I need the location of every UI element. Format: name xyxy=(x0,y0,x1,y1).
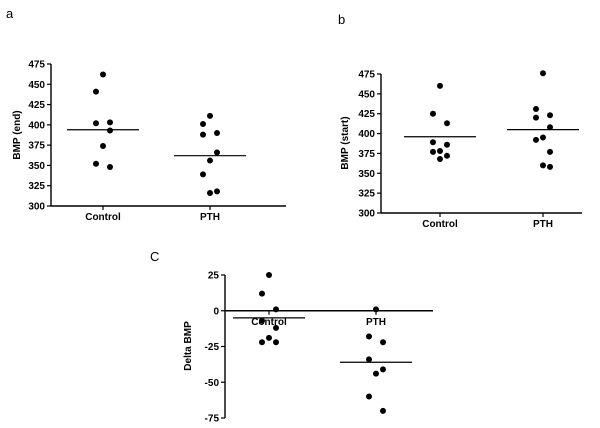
panel-a-data-point xyxy=(93,160,99,167)
panel-c-y-tick-label: -50 xyxy=(205,378,220,389)
panel-b-data-point xyxy=(533,114,539,121)
panel-a-data-point xyxy=(200,121,206,128)
panel-c-data-point xyxy=(380,339,386,346)
panel-b-data-point xyxy=(437,82,443,89)
panel-b-y-tick-label: 475 xyxy=(358,70,375,81)
panel-c-data-point xyxy=(266,272,272,278)
panel-c-data-point xyxy=(259,290,265,297)
panel-c-data-point xyxy=(366,393,372,400)
panel-a-data-point xyxy=(93,120,99,127)
panel-b-y-tick-label: 450 xyxy=(358,89,375,100)
panel-b-data-point xyxy=(540,162,546,169)
panel-a-data-point xyxy=(200,171,206,178)
panel-b: b BMP (start) 300 325 350 375 400 425 450 475 Co… xyxy=(338,12,582,230)
panel-b-data-point xyxy=(444,120,450,127)
panel-b-y-tick-label: 325 xyxy=(358,189,375,200)
panel-c: C Delta BMP -75 -50 -25 0 25 Control PTH xyxy=(150,249,433,425)
panel-b-data-point xyxy=(547,148,553,155)
panel-c-data-point xyxy=(259,339,265,346)
panel-c-data-point xyxy=(373,306,379,313)
panel-b-data-point xyxy=(547,112,553,119)
panel-a-data-point xyxy=(107,127,113,134)
panel-a-y-tick-label: 475 xyxy=(28,60,45,71)
panel-c-data-point xyxy=(380,407,386,414)
panel-c-letter: C xyxy=(150,249,159,264)
panel-c-data-point xyxy=(273,339,279,346)
panel-c-data-point xyxy=(259,317,265,324)
panel-a-data-point xyxy=(107,164,113,171)
panel-a-data-point xyxy=(100,71,106,78)
panel-a-category-label: Control xyxy=(85,212,121,223)
panel-a-data-point xyxy=(93,88,99,95)
panel-a-data-point xyxy=(200,131,206,138)
panel-a-data-point xyxy=(214,129,220,136)
panel-c-data-point xyxy=(366,356,372,363)
panel-c-data-point xyxy=(380,366,386,373)
panel-a-letter: a xyxy=(6,6,14,21)
panel-b-data-point xyxy=(533,136,539,143)
panel-a-y-tick-label: 375 xyxy=(28,141,45,152)
panel-b-y-axis-label: BMP (start) xyxy=(340,116,351,169)
panel-b-y-tick-label: 300 xyxy=(358,209,375,220)
panel-c-category-label: PTH xyxy=(366,317,386,328)
panel-b-data-point xyxy=(540,70,546,77)
panel-a-y-tick-label: 425 xyxy=(28,100,45,111)
panel-c-y-tick-label: 0 xyxy=(213,306,219,317)
panel-c-data-point xyxy=(273,306,279,313)
panel-a-data-point xyxy=(214,188,220,195)
panel-b-data-point xyxy=(444,141,450,148)
panel-a-y-axis-label: BMP (end) xyxy=(12,110,23,159)
panel-b-letter: b xyxy=(338,12,345,27)
panel-c-data-point xyxy=(273,324,279,331)
panel-b-axes: 300 325 350 375 400 425 450 475 Control PTH xyxy=(358,70,582,230)
panel-b-data-point xyxy=(437,148,443,155)
panel-a-y-tick-label: 325 xyxy=(28,181,45,192)
panel-b-data-point xyxy=(547,163,553,170)
panel-c-axes: -75 -50 -25 0 25 Control PTH xyxy=(205,271,433,425)
panel-c-y-axis-label: Delta BMP xyxy=(183,321,194,371)
panel-a-data-point xyxy=(207,157,213,164)
panel-b-data-point xyxy=(547,124,553,131)
panel-c-y-tick-label: -75 xyxy=(205,414,220,425)
panel-a-data-point xyxy=(207,112,213,119)
panel-a-y-tick-label: 450 xyxy=(28,80,45,91)
panel-c-y-tick-label: 25 xyxy=(208,271,220,282)
panel-b-data-point xyxy=(540,134,546,141)
panel-a-data-point xyxy=(107,119,113,126)
panel-b-marks xyxy=(404,70,579,170)
panel-a-axes: 300 325 350 375 400 425 450 475 Control PTH xyxy=(28,60,286,223)
panel-a-y-tick-label: 300 xyxy=(28,202,45,213)
panel-c-data-point xyxy=(373,370,379,377)
panel-b-y-tick-label: 425 xyxy=(358,109,375,120)
panel-b-data-point xyxy=(533,105,539,112)
panel-c-category-label: Control xyxy=(251,317,287,328)
panel-a-marks xyxy=(67,71,246,197)
panel-c-marks xyxy=(233,272,412,414)
panel-b-data-point xyxy=(430,110,436,117)
panel-a-category-label: PTH xyxy=(200,212,220,223)
panel-b-data-point xyxy=(437,155,443,162)
panel-a-data-point xyxy=(207,190,213,197)
panel-b-category-label: Control xyxy=(422,219,458,230)
panel-c-data-point xyxy=(266,334,272,341)
panel-b-data-point xyxy=(430,148,436,155)
panel-a-y-tick-label: 400 xyxy=(28,120,45,131)
panel-a: a BMP (end) 300 325 350 375 400 425 450 475 Cont… xyxy=(6,6,286,223)
panel-b-data-point xyxy=(430,139,436,146)
panel-a-y-tick-label: 350 xyxy=(28,161,45,172)
panel-b-category-label: PTH xyxy=(533,219,553,230)
panel-a-data-point xyxy=(100,142,106,149)
panel-c-data-point xyxy=(366,333,372,340)
panel-a-data-point xyxy=(214,149,220,156)
panel-b-y-tick-label: 400 xyxy=(358,129,375,140)
panel-b-data-point xyxy=(444,152,450,159)
panel-b-y-tick-label: 350 xyxy=(358,169,375,180)
panel-b-y-tick-label: 375 xyxy=(358,149,375,160)
panel-c-y-tick-label: -25 xyxy=(205,342,220,353)
